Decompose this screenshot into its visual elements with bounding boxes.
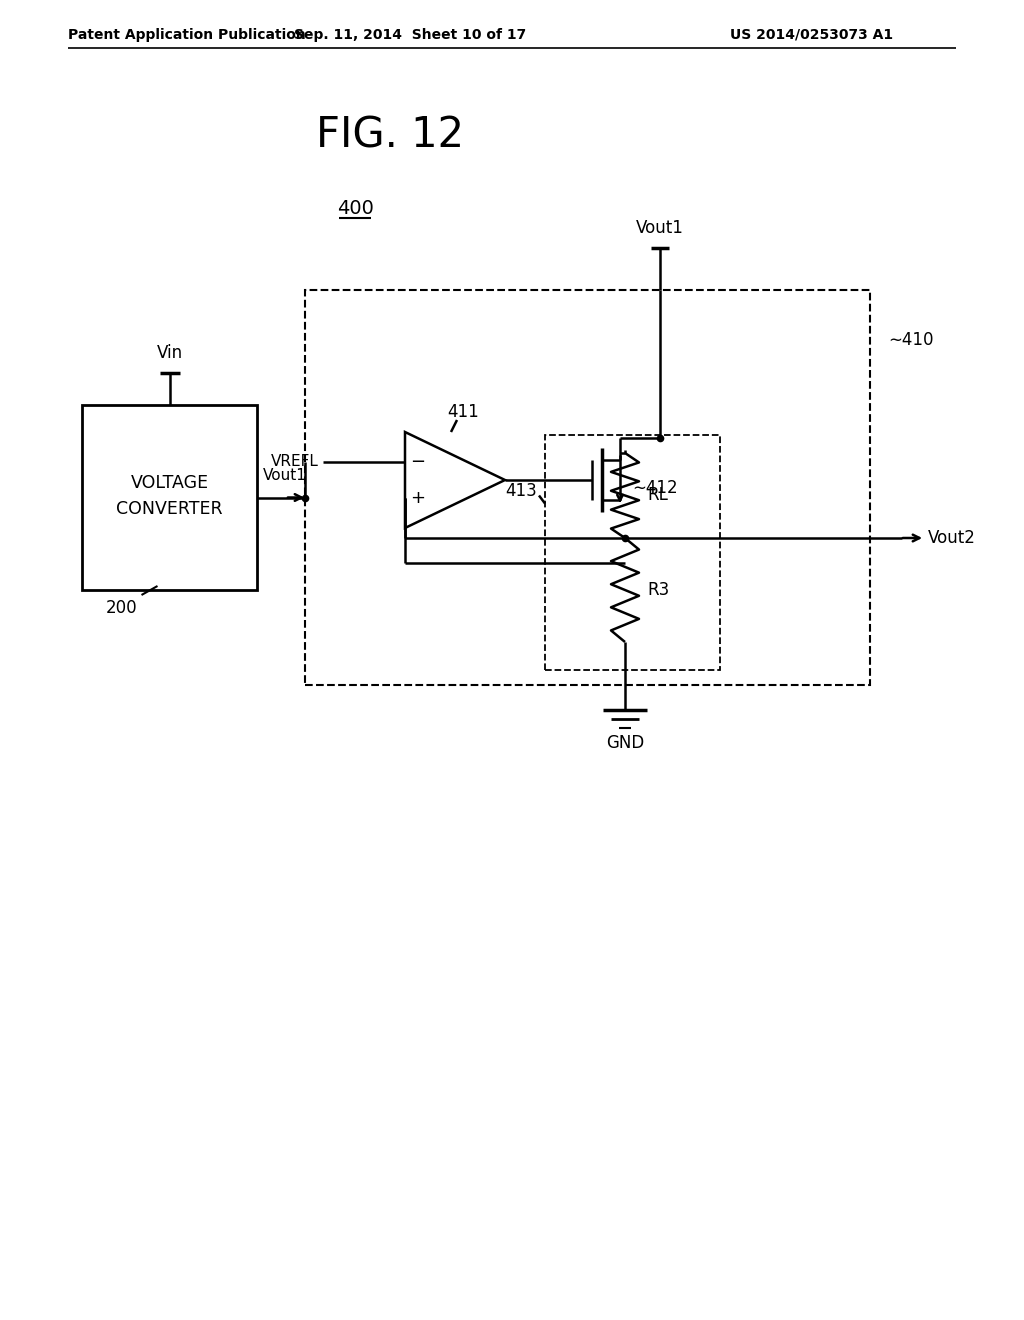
Text: 200: 200 (105, 599, 137, 616)
Text: VOLTAGE: VOLTAGE (130, 474, 209, 492)
Text: Vout1: Vout1 (263, 469, 307, 483)
Text: Patent Application Publication: Patent Application Publication (68, 28, 306, 42)
Text: RL: RL (647, 487, 668, 504)
Text: +: + (411, 488, 426, 507)
Bar (305, 290, 870, 685)
Text: Vout1: Vout1 (636, 219, 684, 238)
Text: 400: 400 (337, 198, 374, 218)
Text: R3: R3 (647, 581, 670, 599)
Text: −: − (411, 453, 426, 471)
Text: Vout2: Vout2 (928, 529, 976, 546)
Text: Sep. 11, 2014  Sheet 10 of 17: Sep. 11, 2014 Sheet 10 of 17 (294, 28, 526, 42)
Text: CONVERTER: CONVERTER (116, 500, 223, 519)
Text: US 2014/0253073 A1: US 2014/0253073 A1 (730, 28, 893, 42)
Text: FIG. 12: FIG. 12 (316, 114, 464, 156)
Text: ∼410: ∼410 (888, 331, 934, 348)
Bar (545, 436, 720, 671)
Text: 413: 413 (505, 482, 537, 499)
Text: GND: GND (606, 734, 644, 752)
Text: Vin: Vin (157, 345, 182, 362)
Text: ∼412: ∼412 (632, 479, 678, 498)
Text: VREFL: VREFL (271, 454, 319, 470)
Bar (82, 405, 257, 590)
Text: 411: 411 (447, 403, 479, 421)
